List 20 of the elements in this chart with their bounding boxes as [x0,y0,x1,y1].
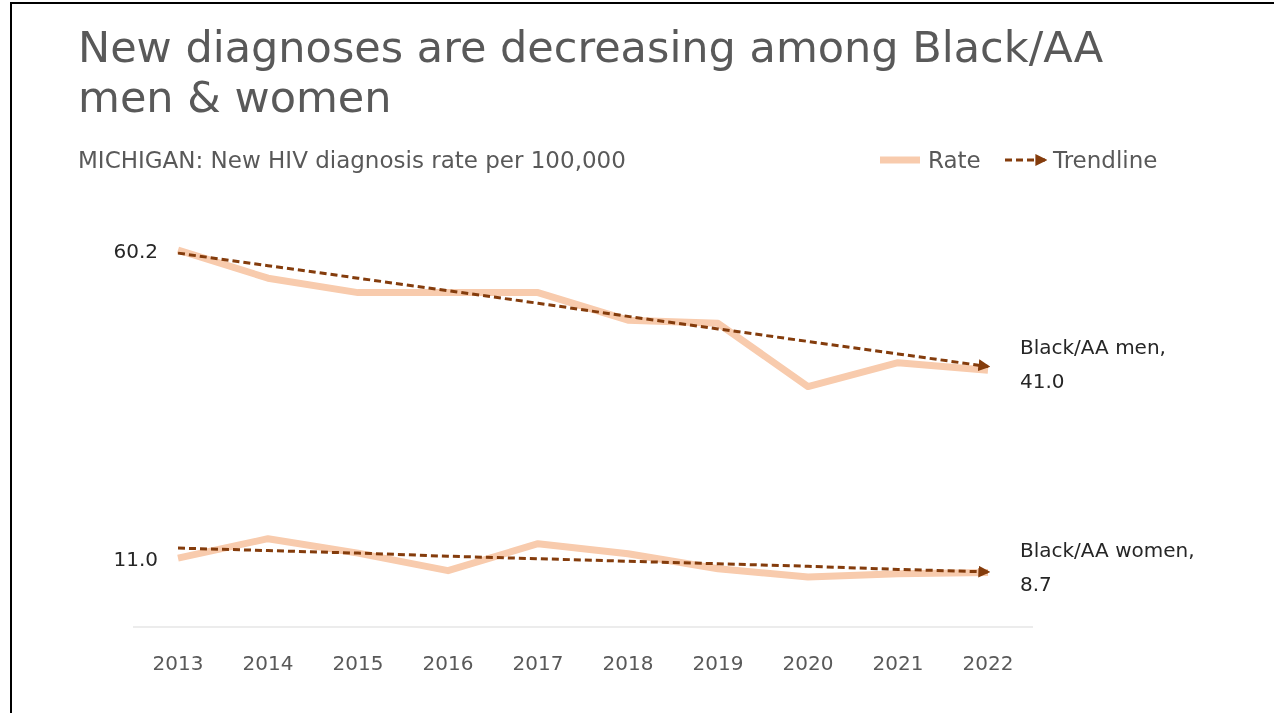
x-tick-label: 2014 [242,651,294,675]
x-tick-label: 2018 [602,651,654,675]
data-label: 41.0 [1020,369,1065,394]
annotation: Black/AA women, [1020,537,1195,562]
chart-title: New diagnoses are decreasing among Black/AA men & women [78,22,1104,122]
data-label: 60.2 [113,239,158,263]
x-tick-label: 2020 [782,651,834,675]
data-label: 11.0 [113,547,158,572]
x-tick-label: 2022 [962,651,1014,675]
legend-label: Rate [928,147,981,173]
x-tick-label: 2016 [422,651,474,675]
x-tick-label: 2017 [512,651,564,675]
x-tick-label: 2015 [332,651,384,675]
x-tick-label: 2021 [872,651,924,675]
x-tick-label: 2013 [152,651,204,675]
legend-label: Trendline [1052,147,1158,173]
x-tick-label: 2019 [692,651,744,675]
chart-subtitle: MICHIGAN: New HIV diagnosis rate per 100,000 [78,147,626,173]
data-label: 8.7 [1020,571,1052,596]
annotation: Black/AA men, [1020,335,1166,360]
